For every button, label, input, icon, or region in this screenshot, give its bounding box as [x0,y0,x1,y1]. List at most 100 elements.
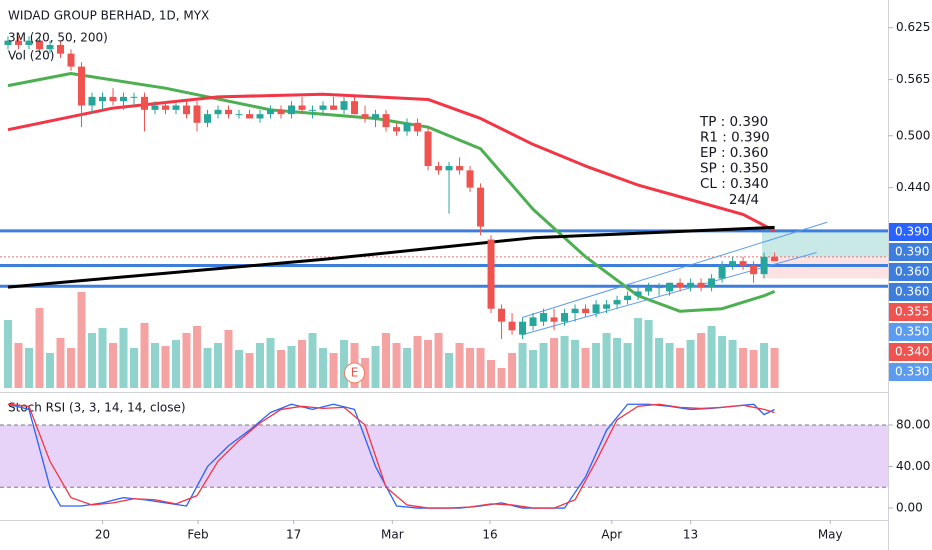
volume-bar [371,346,380,388]
volume-bar [508,353,517,388]
candle-body [739,261,747,266]
x-tick-label: 13 [683,528,698,542]
date-note: 24/4 [729,192,759,208]
candle-body [172,105,180,110]
volume-bar [256,343,265,388]
candle-body [204,114,212,123]
volume-bar [455,343,464,388]
volume-bar [697,333,706,388]
volume-bar [129,348,138,388]
candle-body [771,256,779,262]
volume-bar [319,348,328,388]
candle-body [613,300,621,305]
indicator-label: Vol (20) [8,49,54,63]
volume-bar [560,336,569,388]
candle-body [35,40,43,50]
candle-body [372,114,380,119]
volume-bar [56,338,65,388]
price-tag [889,263,932,281]
volume-bar [298,340,307,388]
candle-body [718,265,726,279]
volume-bar [161,346,170,388]
volume-bar [770,348,779,388]
stoch-line [7,403,775,509]
stoch-band [0,424,888,488]
candle-body [130,96,138,98]
candle-body [109,96,117,102]
candle-body [414,122,422,132]
candle-body [393,127,401,132]
volume-bar [151,343,160,388]
candle-body [151,105,159,110]
candle-body [67,53,75,67]
volume-bar [35,308,44,388]
stoch-line [7,403,775,509]
volume-bar [287,346,296,388]
volume-bar [182,333,191,388]
volume-bar [235,350,244,388]
volume-bar [119,328,128,388]
candle-body [424,131,432,167]
candle-body [119,96,127,102]
candle-body [340,101,348,110]
candle-body [214,109,222,115]
candle-body [676,282,684,288]
volume-bar [581,348,590,388]
volume-bar [224,330,233,388]
candle-body [655,287,663,289]
y-tick-label: 0.500 [896,128,930,142]
volume-bar [655,338,664,388]
annotation-line: TP : 0.390 [699,114,768,130]
candle-body [235,114,243,116]
volume-bar [434,333,443,388]
volume-bar [518,343,527,388]
volume-bar [172,340,181,388]
volume-bar [487,360,496,388]
volume-bar [361,358,370,388]
candle-body [246,114,254,119]
volume-bar [277,350,286,388]
annotation-line: SP : 0.350 [700,161,769,177]
volume-bar [592,343,601,388]
x-tick-label: Mar [381,528,404,542]
volume-bar [497,368,506,388]
candle-body [487,239,495,309]
candle-body [456,166,464,171]
event-label[interactable]: E [351,366,359,380]
price-tag [889,283,932,301]
volume-bar [140,323,149,388]
channel-line [522,221,828,318]
price-tag-label: 0.355 [895,305,929,319]
volume-bar [214,343,223,388]
x-tick-label: May [818,528,843,542]
x-tick-label: 16 [482,528,497,542]
volume-bar [571,340,580,388]
candle-body [697,282,705,288]
candle-body [256,114,264,119]
price-tag-label: 0.360 [895,285,929,299]
volume-bar [14,343,23,388]
candle-body [571,308,579,314]
moving-average [7,92,776,233]
candle-body [88,96,96,106]
candle-body [550,317,558,322]
event-marker[interactable] [344,362,366,384]
volume-bar [476,348,485,388]
price-tag [889,363,932,381]
candle-body [351,101,359,115]
candle-body [267,109,275,115]
candle-body [666,282,674,292]
volume-bar [87,333,96,388]
candle-body [624,295,632,301]
position-zone [761,256,888,279]
volume-bar [77,292,86,388]
moving-average [7,72,776,313]
y-tick-label: 0.625 [896,20,930,34]
volume-bar [340,340,349,388]
candle-body [687,282,695,288]
candle-body [298,105,306,110]
volume-bar [466,348,475,388]
candle-body [508,321,516,331]
moving-average [7,225,775,289]
candle-body [603,304,611,309]
